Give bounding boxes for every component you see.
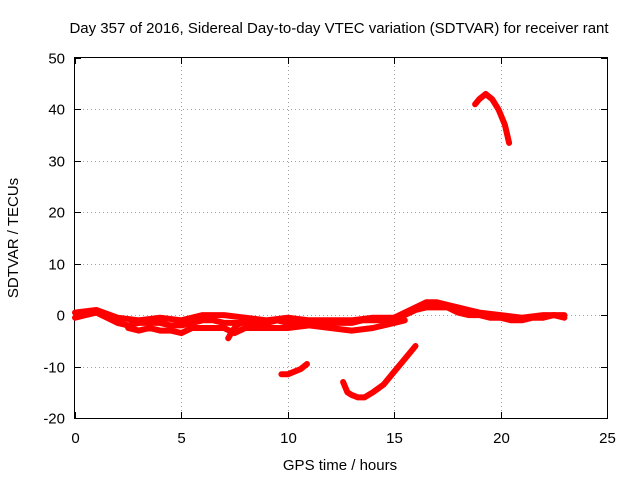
y-tick-label: 10: [48, 257, 65, 274]
x-tick-label: 5: [177, 430, 185, 447]
y-tick-label: 20: [48, 205, 65, 222]
series-segment-19h: [472, 91, 513, 146]
x-tick-label: 10: [280, 430, 297, 447]
grid: [75, 58, 607, 418]
y-axis-label: SDTVAR / TECUs: [5, 178, 22, 298]
y-tick-label: 40: [48, 102, 65, 119]
x-tick-label: 20: [493, 430, 510, 447]
ticks: [75, 58, 608, 419]
x-tick-label: 15: [386, 430, 403, 447]
y-tick-label: 0: [57, 308, 65, 325]
series-segment-13h: [340, 343, 419, 401]
y-tick-labels: -20 -10 0 10 20 30 40 50: [43, 51, 65, 428]
plot-frame: [74, 57, 608, 419]
y-tick-label: -10: [43, 360, 65, 377]
x-axis-label: GPS time / hours: [283, 457, 397, 474]
x-tick-labels: 0 5 10 15 20 25: [71, 430, 616, 447]
series-group: [72, 91, 568, 401]
y-tick-label: -20: [43, 411, 65, 428]
x-tick-label: 25: [599, 430, 616, 447]
y-tick-label: 30: [48, 154, 65, 171]
y-tick-label: 50: [48, 51, 65, 68]
series-dip-7.3: [225, 319, 244, 342]
series-upper-main: [72, 299, 568, 324]
series-segment-10h: [278, 361, 310, 378]
chart-title: Day 357 of 2016, Sidereal Day-to-day VTE…: [69, 20, 609, 37]
series-lower-main: [125, 317, 408, 337]
x-tick-label: 0: [71, 430, 79, 447]
